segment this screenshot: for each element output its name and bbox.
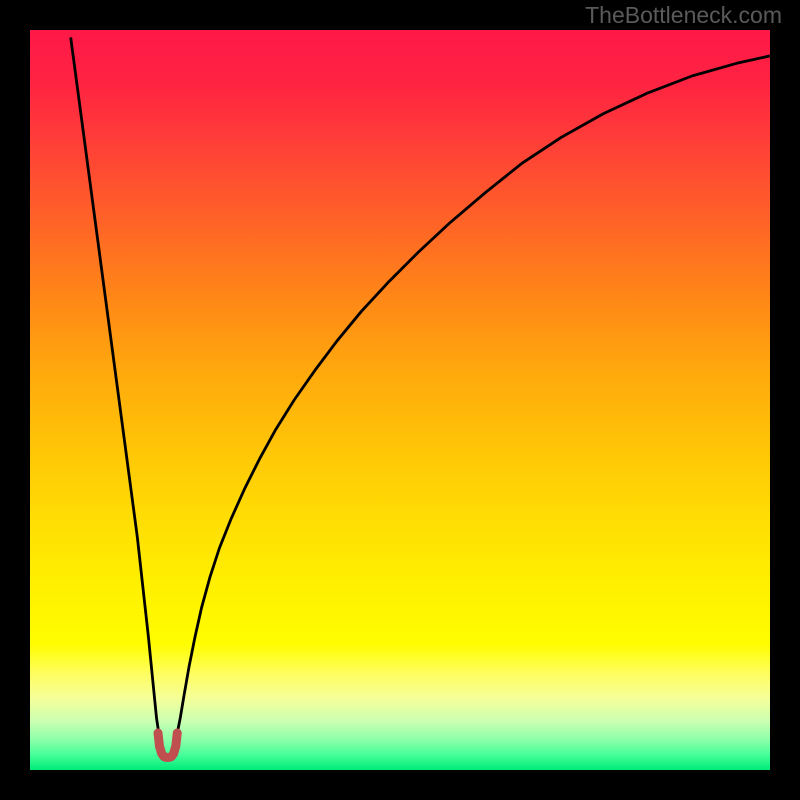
chart-container: TheBottleneck.com: [0, 0, 800, 800]
bottleneck-chart: [0, 0, 800, 800]
plot-background: [30, 30, 770, 770]
watermark-text: TheBottleneck.com: [585, 2, 782, 29]
